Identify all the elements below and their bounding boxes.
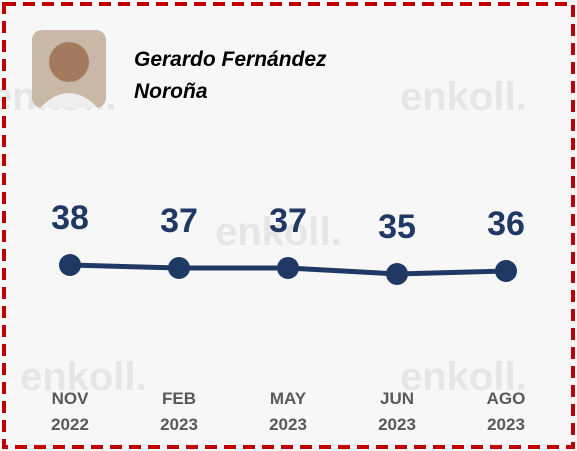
x-tick-label: JUN 2023: [352, 386, 442, 438]
x-tick-label: FEB 2023: [134, 386, 224, 438]
data-label: 37: [160, 202, 198, 240]
chart-title: Gerardo Fernández Noroña: [134, 44, 374, 108]
marker: [386, 263, 408, 285]
data-label: 35: [378, 208, 416, 246]
marker: [277, 257, 299, 279]
marker: [168, 257, 190, 279]
data-label: 37: [269, 202, 307, 240]
x-tick-label: AGO 2023: [461, 386, 551, 438]
data-label: 36: [487, 205, 525, 243]
photo-face: [49, 42, 89, 82]
marker: [495, 260, 517, 282]
x-tick-label: NOV 2022: [25, 386, 115, 438]
marker: [59, 254, 81, 276]
x-tick-label: MAY 2023: [243, 386, 333, 438]
data-label: 38: [51, 199, 89, 237]
watermark: enkoll.: [400, 75, 527, 119]
page: enkoll. enkoll. enkoll. enkoll. enkoll. …: [0, 0, 577, 451]
